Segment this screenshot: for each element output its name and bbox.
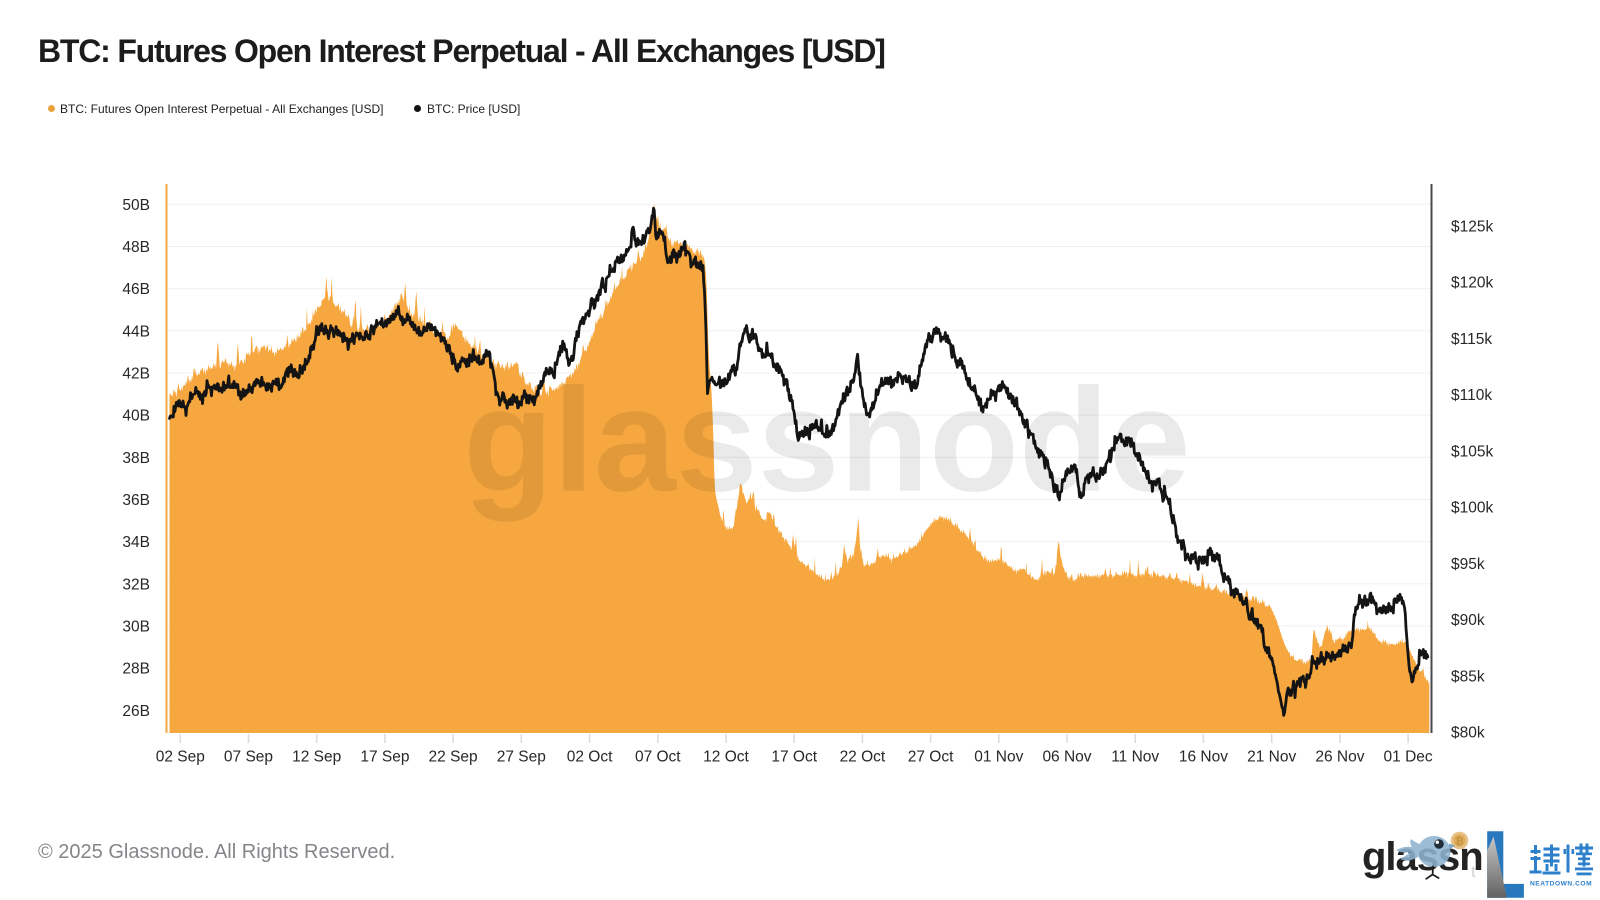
svg-text:32B: 32B bbox=[122, 576, 150, 593]
svg-text:$85k: $85k bbox=[1451, 668, 1485, 685]
svg-text:28B: 28B bbox=[122, 661, 150, 678]
svg-text:30B: 30B bbox=[122, 619, 150, 636]
svg-text:$80k: $80k bbox=[1451, 725, 1485, 742]
svg-text:$105k: $105k bbox=[1451, 443, 1493, 460]
svg-text:11 Nov: 11 Nov bbox=[1111, 749, 1159, 766]
svg-text:34B: 34B bbox=[122, 534, 150, 551]
svg-text:42B: 42B bbox=[122, 366, 150, 383]
svg-text:36B: 36B bbox=[122, 492, 150, 509]
svg-text:12 Sep: 12 Sep bbox=[292, 749, 341, 766]
svg-text:26B: 26B bbox=[122, 703, 150, 720]
svg-text:07 Sep: 07 Sep bbox=[224, 749, 273, 766]
svg-text:12 Oct: 12 Oct bbox=[703, 749, 749, 766]
svg-text:02 Oct: 02 Oct bbox=[567, 749, 613, 766]
svg-text:50B: 50B bbox=[122, 197, 150, 214]
svg-text:$120k: $120k bbox=[1451, 275, 1493, 292]
svg-text:22 Sep: 22 Sep bbox=[429, 749, 478, 766]
svg-text:46B: 46B bbox=[122, 281, 150, 298]
svg-text:16 Nov: 16 Nov bbox=[1179, 749, 1228, 766]
svg-text:44B: 44B bbox=[122, 323, 150, 340]
svg-text:$100k: $100k bbox=[1451, 500, 1493, 517]
svg-text:27 Oct: 27 Oct bbox=[908, 749, 954, 766]
svg-text:07 Oct: 07 Oct bbox=[635, 749, 681, 766]
svg-text:$90k: $90k bbox=[1451, 612, 1485, 629]
svg-text:26 Nov: 26 Nov bbox=[1315, 749, 1364, 766]
svg-text:27 Sep: 27 Sep bbox=[497, 749, 546, 766]
svg-text:40B: 40B bbox=[122, 408, 150, 425]
svg-text:06 Nov: 06 Nov bbox=[1042, 749, 1091, 766]
svg-text:$95k: $95k bbox=[1451, 556, 1485, 573]
svg-text:NEATDOWN.COM: NEATDOWN.COM bbox=[1530, 881, 1592, 888]
svg-text:$110k: $110k bbox=[1451, 387, 1492, 404]
svg-text:21 Nov: 21 Nov bbox=[1247, 749, 1296, 766]
svg-text:38B: 38B bbox=[122, 450, 150, 467]
svg-text:01 Dec: 01 Dec bbox=[1384, 749, 1433, 766]
svg-text:22 Oct: 22 Oct bbox=[840, 749, 886, 766]
svg-text:$115k: $115k bbox=[1451, 331, 1492, 348]
svg-text:17 Oct: 17 Oct bbox=[771, 749, 817, 766]
svg-text:₿: ₿ bbox=[1455, 835, 1463, 847]
svg-text:$125k: $125k bbox=[1451, 219, 1493, 236]
svg-text:01 Nov: 01 Nov bbox=[974, 749, 1023, 766]
svg-text:48B: 48B bbox=[122, 239, 150, 256]
svg-text:02 Sep: 02 Sep bbox=[156, 749, 205, 766]
svg-text:17 Sep: 17 Sep bbox=[360, 749, 409, 766]
svg-text:t: t bbox=[1471, 862, 1476, 881]
